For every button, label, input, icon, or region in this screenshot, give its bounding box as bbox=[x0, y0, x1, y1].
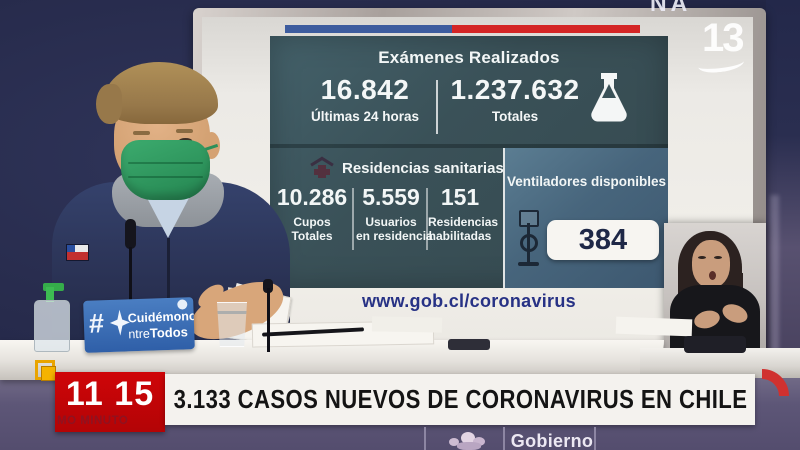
stat-label: Cupos Totales bbox=[291, 215, 333, 244]
gobierno-label: Gobierno bbox=[510, 431, 594, 450]
wall-light-streak bbox=[770, 195, 779, 355]
logo-swoosh bbox=[697, 53, 745, 75]
presenter-eyebrow bbox=[133, 131, 150, 135]
stat-label: Últimas 24 horas bbox=[310, 109, 420, 124]
presenter-eyebrow bbox=[176, 129, 193, 133]
sign-language-interpreter bbox=[692, 240, 730, 288]
ventilator-value-box: 384 bbox=[547, 220, 659, 260]
water-glass bbox=[216, 302, 248, 347]
examenes-24h-stat: 16.842 Últimas 24 horas bbox=[285, 74, 445, 124]
stat-value: 10.286 bbox=[276, 184, 348, 210]
layers-icon bbox=[41, 366, 56, 381]
flag-stripe-blue bbox=[285, 25, 452, 33]
stat-label: Residencias habilitadas bbox=[428, 215, 499, 244]
hand-sanitizer-bottle bbox=[34, 300, 70, 352]
residencia-stat-habilitadas: 151 Residencias habilitadas bbox=[428, 184, 499, 244]
interpreter-mouth bbox=[709, 271, 716, 280]
presenter-hair bbox=[96, 84, 122, 124]
desk-equipment bbox=[448, 339, 490, 350]
stat-value: 151 bbox=[440, 184, 480, 210]
channel-13-number: 13 bbox=[702, 16, 744, 60]
face-mask bbox=[121, 140, 210, 200]
ticker-headline-banner: 3.133 CASOS NUEVOS DE CORONAVIRUS EN CHI… bbox=[165, 374, 755, 425]
ticker-time: 11 15 bbox=[65, 375, 155, 413]
stats-divider bbox=[426, 188, 428, 250]
residencia-stat-usuarios: 5.559 Usuarios en residencia bbox=[356, 184, 433, 244]
campaign-sign: # Cuidémonos ntreTodos bbox=[83, 297, 195, 353]
footer-divider bbox=[503, 427, 505, 450]
residencias-title: Residencias sanitarias bbox=[342, 160, 504, 177]
hashtag-symbol: # bbox=[88, 308, 105, 339]
top-partial-text: NA bbox=[650, 0, 692, 16]
ventiladores-title: Ventiladores disponibles bbox=[506, 174, 667, 189]
residencia-stat-cupos: 10.286 Cupos Totales bbox=[270, 184, 354, 244]
footer-divider bbox=[594, 427, 596, 450]
desk-equipment bbox=[684, 336, 746, 353]
examenes-total-stat: 1.237.632 Totales bbox=[442, 74, 588, 124]
stat-value: 5.559 bbox=[362, 184, 420, 210]
ventilator-icon bbox=[516, 210, 542, 268]
microphone-icon bbox=[125, 219, 136, 249]
stat-value: 16.842 bbox=[320, 74, 410, 105]
stat-label: Usuarios en residencia bbox=[356, 215, 433, 244]
footer-divider bbox=[424, 427, 426, 450]
ticker-time-box: 11 15 MO MINUTO bbox=[55, 372, 165, 432]
sign-line2: ntreTodos bbox=[128, 324, 189, 342]
interpreter-eye bbox=[698, 256, 706, 259]
chile-flag-patch bbox=[66, 244, 89, 261]
channel-13-logo: 13 bbox=[697, 16, 750, 75]
microphone-stem bbox=[129, 247, 132, 341]
interpreter-eye bbox=[714, 256, 722, 259]
flag-stripe-red bbox=[452, 25, 640, 33]
desk-microphone-stem bbox=[267, 288, 270, 352]
ventilator-value: 384 bbox=[578, 223, 628, 256]
desk-papers bbox=[615, 316, 693, 337]
desk-papers bbox=[371, 316, 443, 333]
sign-line1: Cuidémonos bbox=[127, 308, 195, 326]
sign-logo-dot bbox=[177, 299, 188, 310]
gobierno-crest-icon bbox=[443, 430, 495, 450]
stats-board: Exámenes Realizados 16.842 Últimas 24 ho… bbox=[270, 36, 668, 288]
ticker-corner-arc bbox=[762, 369, 789, 396]
stats-divider bbox=[352, 188, 354, 250]
stat-label: Totales bbox=[491, 109, 539, 124]
residence-icon bbox=[310, 154, 334, 178]
ticker-headline: 3.133 CASOS NUEVOS DE CORONAVIRUS EN CHI… bbox=[173, 384, 747, 414]
presenter-hair bbox=[104, 62, 218, 124]
flask-icon bbox=[591, 73, 627, 122]
ticker-time-label: MO MINUTO bbox=[57, 415, 129, 427]
stat-value: 1.237.632 bbox=[450, 74, 580, 105]
desk-microphone bbox=[263, 279, 273, 293]
panel-divider bbox=[503, 148, 505, 288]
url-text: www.gob.cl/coronavirus bbox=[362, 291, 576, 311]
examenes-title: Exámenes Realizados bbox=[378, 48, 560, 67]
stats-divider bbox=[436, 80, 438, 134]
hand-sanitizer-pump bbox=[46, 287, 54, 302]
section-divider bbox=[270, 144, 668, 148]
